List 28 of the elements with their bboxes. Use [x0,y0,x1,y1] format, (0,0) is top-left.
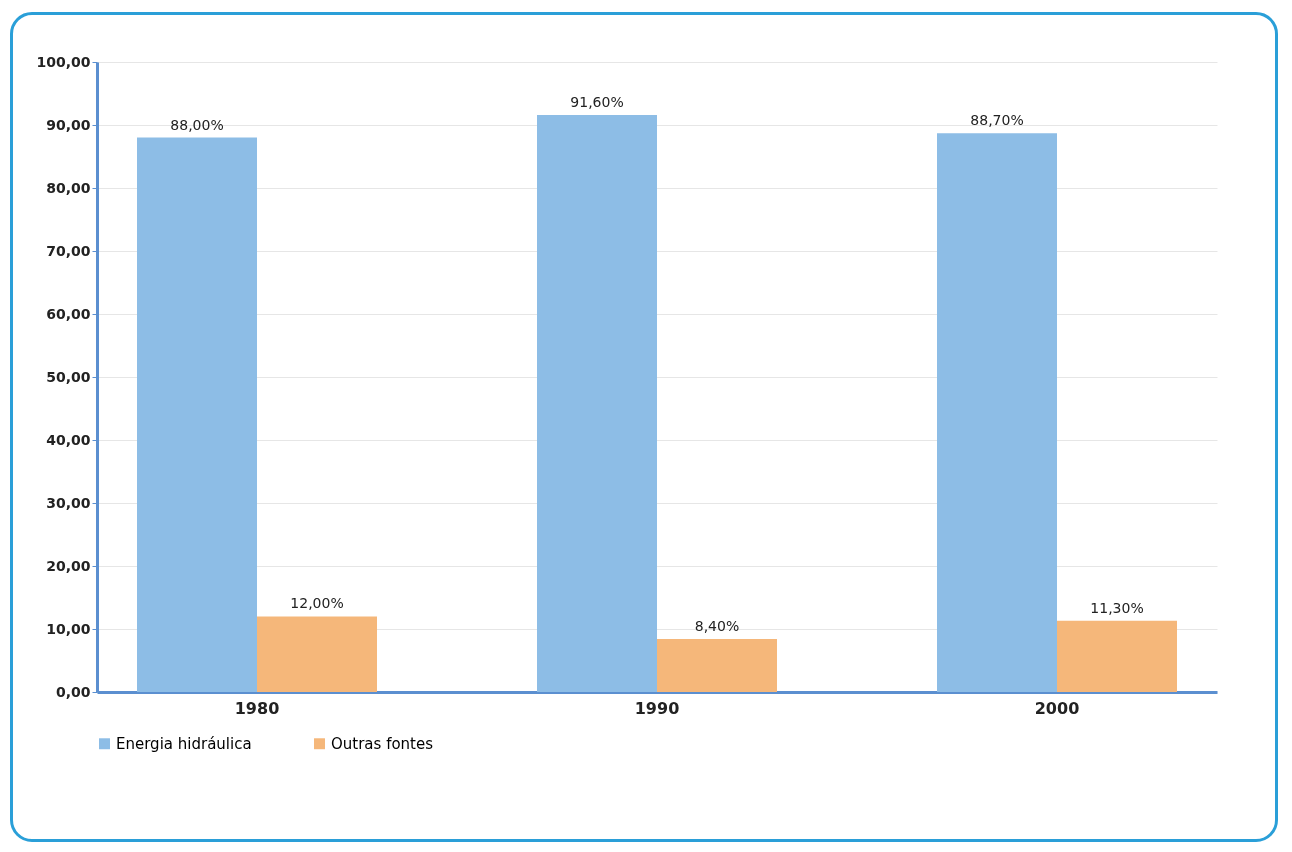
bar [657,639,777,692]
y-tick-label: 20,00 [46,557,91,574]
data-label: 12,00% [290,595,344,612]
legend-label: Energia hidráulica [116,734,252,753]
y-tick-label: 30,00 [46,494,91,511]
data-label: 88,70% [970,112,1024,129]
data-label: 91,60% [570,93,624,110]
data-label: 11,30% [1090,599,1144,616]
y-tick-label: 50,00 [46,368,91,385]
bar [937,133,1057,692]
bar [137,137,257,692]
y-tick-label: 80,00 [46,179,91,196]
legend-label: Outras fontes [331,734,434,753]
x-tick-label: 1980 [234,698,280,718]
bar [537,114,657,692]
data-label: 8,40% [694,618,740,635]
y-tick-label: 40,00 [46,431,91,448]
bar [257,616,377,692]
y-tick-label: 70,00 [46,242,91,259]
y-tick-label: 0,00 [55,683,91,700]
data-label: 88,00% [170,116,224,133]
y-tick-label: 10,00 [46,620,91,637]
bar [1057,620,1177,692]
y-tick-label: 90,00 [46,116,91,133]
y-tick-label: 60,00 [46,305,91,322]
x-tick-label: 1990 [634,698,680,718]
y-tick-label: 100,00 [36,53,91,70]
x-tick-label: 2000 [1034,698,1080,718]
